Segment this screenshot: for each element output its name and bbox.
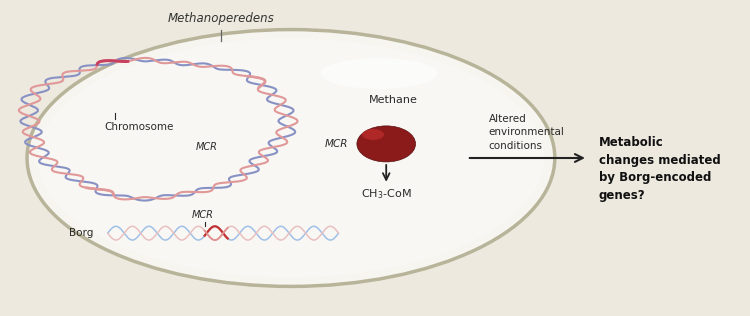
Text: Methanoperedens: Methanoperedens — [168, 12, 274, 25]
Text: Metabolic
changes mediated
by Borg-encoded
genes?: Metabolic changes mediated by Borg-encod… — [598, 136, 721, 202]
Text: MCR: MCR — [196, 142, 217, 152]
Text: MCR: MCR — [325, 139, 348, 149]
Text: CH$_3$-CoM: CH$_3$-CoM — [361, 187, 412, 201]
Text: Altered
environmental
conditions: Altered environmental conditions — [489, 114, 565, 150]
Text: MCR: MCR — [192, 210, 214, 220]
Ellipse shape — [321, 58, 437, 89]
Ellipse shape — [362, 129, 384, 140]
Ellipse shape — [357, 126, 416, 162]
Text: Methane: Methane — [369, 95, 418, 105]
Ellipse shape — [27, 30, 555, 286]
Ellipse shape — [38, 39, 544, 277]
Text: Chromosome: Chromosome — [104, 122, 173, 132]
Text: Borg: Borg — [69, 228, 93, 238]
